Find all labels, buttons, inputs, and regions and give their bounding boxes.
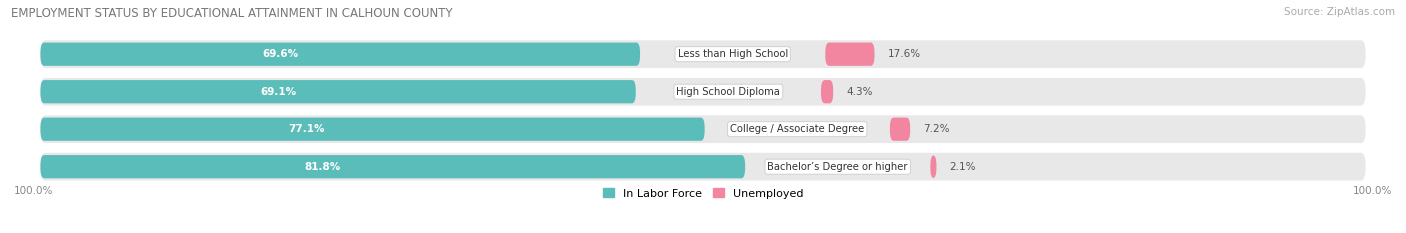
Legend: In Labor Force, Unemployed: In Labor Force, Unemployed [603, 188, 803, 199]
Text: Bachelor’s Degree or higher: Bachelor’s Degree or higher [768, 162, 908, 172]
Text: 69.6%: 69.6% [263, 49, 298, 59]
FancyBboxPatch shape [41, 80, 636, 103]
FancyBboxPatch shape [41, 115, 1365, 143]
Text: EMPLOYMENT STATUS BY EDUCATIONAL ATTAINMENT IN CALHOUN COUNTY: EMPLOYMENT STATUS BY EDUCATIONAL ATTAINM… [11, 7, 453, 20]
Text: 7.2%: 7.2% [924, 124, 950, 134]
Text: 4.3%: 4.3% [846, 87, 873, 97]
FancyBboxPatch shape [41, 153, 1365, 181]
Text: High School Diploma: High School Diploma [676, 87, 780, 97]
FancyBboxPatch shape [41, 40, 1365, 68]
FancyBboxPatch shape [931, 155, 936, 178]
FancyBboxPatch shape [821, 80, 834, 103]
Text: Less than High School: Less than High School [678, 49, 787, 59]
FancyBboxPatch shape [41, 118, 704, 141]
Text: 100.0%: 100.0% [14, 186, 53, 196]
Text: 77.1%: 77.1% [288, 124, 325, 134]
Text: Source: ZipAtlas.com: Source: ZipAtlas.com [1284, 7, 1395, 17]
FancyBboxPatch shape [890, 118, 910, 141]
Text: 81.8%: 81.8% [304, 162, 340, 172]
FancyBboxPatch shape [41, 43, 640, 66]
Text: 2.1%: 2.1% [949, 162, 976, 172]
Text: 17.6%: 17.6% [887, 49, 921, 59]
Text: 69.1%: 69.1% [260, 87, 297, 97]
Text: College / Associate Degree: College / Associate Degree [730, 124, 865, 134]
Text: 100.0%: 100.0% [1353, 186, 1392, 196]
FancyBboxPatch shape [825, 43, 875, 66]
FancyBboxPatch shape [41, 155, 745, 178]
FancyBboxPatch shape [41, 78, 1365, 106]
